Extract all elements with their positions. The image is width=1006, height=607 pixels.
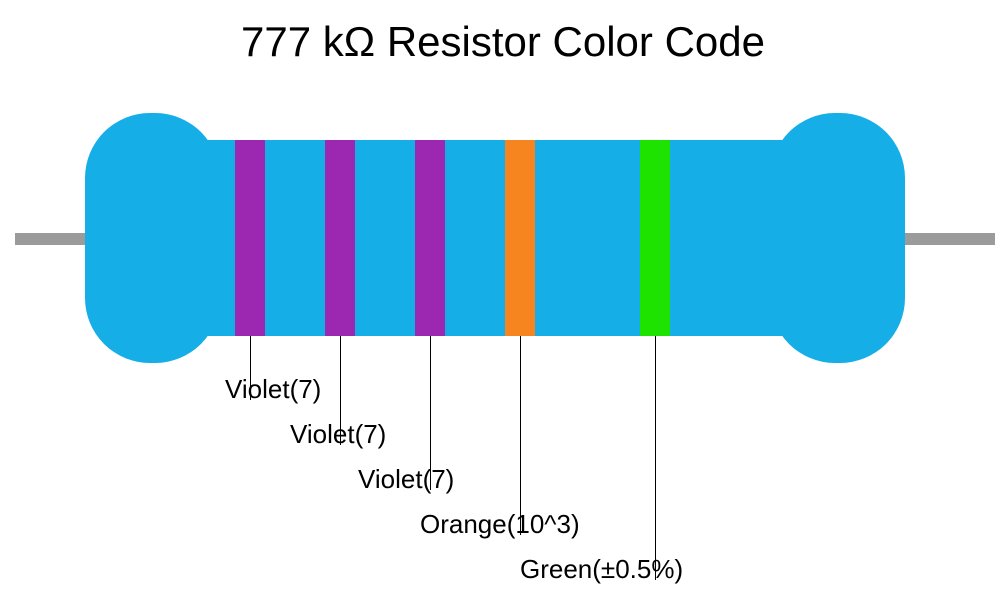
callout-line-5 [655,336,656,580]
band-digit-3 [415,140,445,336]
diagram-title: 777 kΩ Resistor Color Code [0,18,1006,66]
band-multiplier [505,140,535,336]
callout-line-4 [520,336,521,535]
callout-label-3: Violet(7) [358,464,454,495]
callout-label-5: Green(±0.5%) [520,554,683,585]
callout-label-4: Orange(10^3) [420,509,580,540]
callout-label-2: Violet(7) [290,419,386,450]
callout-label-1: Violet(7) [225,374,321,405]
band-tolerance [640,140,670,336]
band-digit-1 [235,140,265,336]
band-digit-2 [325,140,355,336]
resistor-body [175,140,815,336]
